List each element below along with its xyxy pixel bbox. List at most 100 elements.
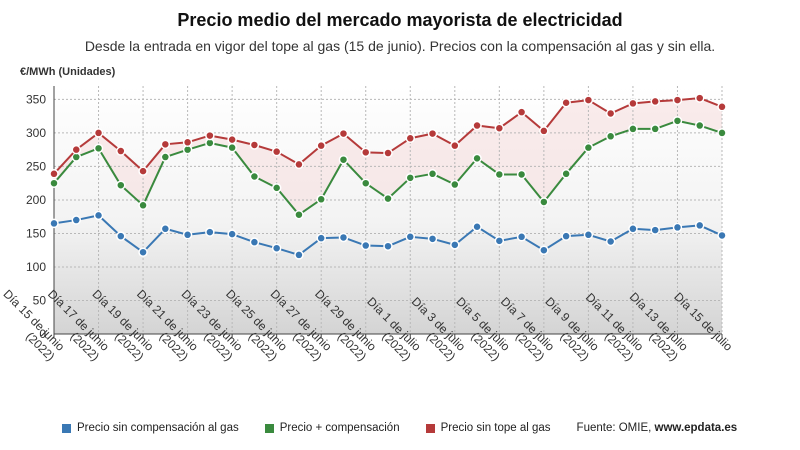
data-point bbox=[561, 98, 571, 108]
data-point bbox=[182, 230, 193, 240]
data-point bbox=[182, 137, 193, 148]
data-point bbox=[472, 153, 482, 164]
chart-title: Precio medio del mercado mayorista de el… bbox=[177, 10, 623, 30]
data-point bbox=[71, 215, 82, 225]
data-point bbox=[116, 231, 126, 241]
y-tick-label: 200 bbox=[26, 193, 46, 207]
data-point bbox=[205, 130, 215, 141]
legend-swatch-blue bbox=[62, 423, 71, 433]
legend-item-sin-tope: Precio sin tope al gas bbox=[425, 422, 551, 434]
data-point bbox=[249, 140, 260, 150]
data-point bbox=[316, 194, 326, 205]
data-point bbox=[650, 225, 660, 235]
legend-item-compensacion: Precio + compensación bbox=[264, 422, 400, 434]
chart-legend: Precio sin compensación al gas Precio + … bbox=[62, 422, 737, 434]
source-link[interactable]: www.epdata.es bbox=[654, 422, 738, 434]
data-point bbox=[338, 154, 349, 165]
data-point bbox=[405, 133, 416, 144]
legend-item-sin-compensacion: Precio sin compensación al gas bbox=[62, 422, 239, 434]
data-point bbox=[717, 128, 727, 138]
data-point bbox=[316, 140, 326, 151]
data-point bbox=[539, 197, 549, 207]
data-point bbox=[93, 128, 104, 138]
data-point bbox=[271, 146, 282, 157]
data-point bbox=[160, 152, 171, 162]
data-point bbox=[249, 237, 260, 247]
data-point bbox=[116, 180, 126, 190]
source-label: Fuente: OMIE, bbox=[576, 422, 652, 434]
data-point bbox=[717, 230, 727, 241]
data-point bbox=[650, 124, 660, 134]
data-point bbox=[383, 148, 393, 158]
data-point bbox=[628, 98, 638, 109]
data-point bbox=[583, 95, 594, 105]
data-point bbox=[138, 200, 148, 211]
data-point bbox=[338, 128, 349, 139]
data-point bbox=[516, 169, 527, 180]
data-point bbox=[472, 120, 482, 131]
legend-swatch-red bbox=[425, 423, 435, 433]
data-point bbox=[49, 218, 59, 229]
y-tick-label: 250 bbox=[26, 159, 46, 173]
y-tick-label: 100 bbox=[26, 260, 46, 274]
y-tick-label: 150 bbox=[26, 226, 46, 240]
data-point bbox=[294, 209, 304, 220]
data-point bbox=[360, 147, 371, 158]
data-point bbox=[427, 169, 438, 179]
data-point bbox=[316, 233, 326, 243]
data-point bbox=[93, 210, 104, 221]
data-point bbox=[405, 232, 416, 242]
data-point bbox=[271, 243, 282, 253]
data-point bbox=[539, 126, 549, 136]
y-tick-label: 350 bbox=[26, 92, 46, 106]
data-point bbox=[672, 116, 683, 126]
data-point bbox=[694, 120, 705, 131]
y-tick-label: 300 bbox=[26, 126, 46, 140]
data-point bbox=[717, 102, 727, 112]
data-point bbox=[205, 227, 215, 237]
data-point bbox=[271, 183, 282, 193]
data-point bbox=[294, 250, 304, 260]
data-point bbox=[427, 128, 438, 139]
legend-label: Precio sin tope al gas bbox=[440, 422, 551, 434]
data-point bbox=[49, 169, 59, 179]
data-point bbox=[427, 234, 438, 244]
data-point bbox=[494, 123, 505, 133]
data-point bbox=[694, 93, 705, 103]
data-point bbox=[49, 178, 59, 188]
data-point bbox=[516, 107, 527, 117]
data-point bbox=[628, 124, 638, 134]
data-point bbox=[672, 222, 683, 233]
data-point bbox=[450, 240, 460, 250]
data-point bbox=[628, 224, 638, 234]
data-point bbox=[138, 166, 148, 176]
y-tick-label: 50 bbox=[33, 293, 47, 307]
data-point bbox=[360, 240, 371, 251]
data-point bbox=[405, 173, 416, 183]
data-point bbox=[138, 247, 148, 257]
data-point bbox=[561, 231, 571, 241]
chart-subtitle: Desde la entrada en vigor del tope al ga… bbox=[84, 38, 716, 54]
data-point bbox=[249, 171, 260, 182]
data-point bbox=[605, 236, 616, 247]
data-point bbox=[160, 224, 171, 234]
data-point bbox=[383, 241, 393, 251]
data-point bbox=[516, 232, 527, 242]
legend-label: Precio sin compensación al gas bbox=[77, 422, 239, 434]
data-point bbox=[294, 159, 304, 170]
data-point bbox=[338, 232, 349, 243]
data-point bbox=[360, 178, 371, 188]
data-point bbox=[227, 142, 237, 153]
data-point bbox=[539, 245, 549, 255]
legend-label: Precio + compensación bbox=[279, 422, 400, 434]
data-point bbox=[605, 108, 616, 119]
data-point bbox=[583, 142, 594, 153]
data-point bbox=[650, 96, 660, 107]
y-tick-label: 0 bbox=[39, 327, 46, 341]
data-point bbox=[494, 236, 505, 246]
y-axis-label: €/MWh (Unidades) bbox=[20, 66, 116, 78]
legend-swatch-green bbox=[264, 423, 274, 433]
source-note: Fuente: OMIE, www.epdata.es bbox=[577, 422, 738, 434]
